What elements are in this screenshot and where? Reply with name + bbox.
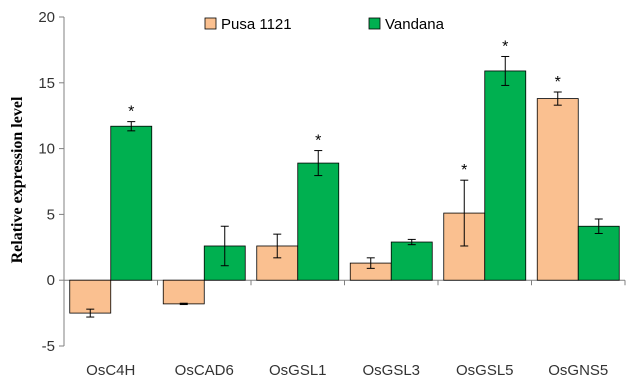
significance-star: * bbox=[315, 133, 321, 150]
bar-vandana-osgsl3 bbox=[390, 241, 433, 281]
bar-pusa-1121-osc4h bbox=[69, 279, 112, 314]
y-tick-label: 0 bbox=[47, 272, 55, 289]
bars bbox=[69, 70, 620, 314]
significance-star: * bbox=[461, 162, 467, 179]
x-tick-label: OsC4H bbox=[86, 362, 135, 378]
y-axis: -5 0 5 10 15 20 bbox=[38, 9, 65, 355]
y-tick-label: -5 bbox=[42, 338, 55, 355]
x-tick-label: OsGNS5 bbox=[548, 362, 608, 378]
x-tick-label: OsGSL1 bbox=[269, 362, 327, 378]
significance-star: * bbox=[555, 74, 561, 91]
bar-vandana-osgns5 bbox=[577, 225, 620, 281]
y-tick-label: 20 bbox=[38, 9, 55, 26]
significance-star: * bbox=[128, 104, 134, 121]
error-bars bbox=[86, 55, 603, 318]
significance-star: * bbox=[502, 38, 508, 55]
legend: Pusa 1121 Vandana bbox=[204, 16, 445, 33]
significance-markers: * * * * * bbox=[128, 38, 561, 179]
bar-pusa-1121-oscad6 bbox=[162, 279, 205, 305]
legend-swatch-vandana bbox=[368, 17, 381, 30]
bar-vandana-osgsl1 bbox=[297, 162, 340, 281]
x-tick-label: OsCAD6 bbox=[175, 362, 234, 378]
x-tick-label: OsGSL3 bbox=[362, 362, 420, 378]
y-tick-label: 10 bbox=[38, 141, 55, 158]
bar-vandana-osgsl5 bbox=[484, 70, 527, 281]
bar-vandana-osc4h bbox=[110, 125, 153, 281]
bar-pusa-1121-osgns5 bbox=[536, 98, 579, 281]
legend-label-pusa-1121: Pusa 1121 bbox=[221, 16, 292, 33]
y-tick-label: 15 bbox=[38, 75, 55, 92]
legend-label-vandana: Vandana bbox=[385, 16, 445, 33]
x-axis: OsC4H OsCAD6 OsGSL1 OsGSL3 OsGSL5 OsGNS5 bbox=[63, 279, 626, 378]
x-tick-label: OsGSL5 bbox=[456, 362, 514, 378]
y-axis-label: Relative expression level bbox=[9, 96, 26, 263]
y-tick-label: 5 bbox=[47, 206, 55, 223]
legend-swatch-pusa-1121 bbox=[204, 17, 217, 30]
